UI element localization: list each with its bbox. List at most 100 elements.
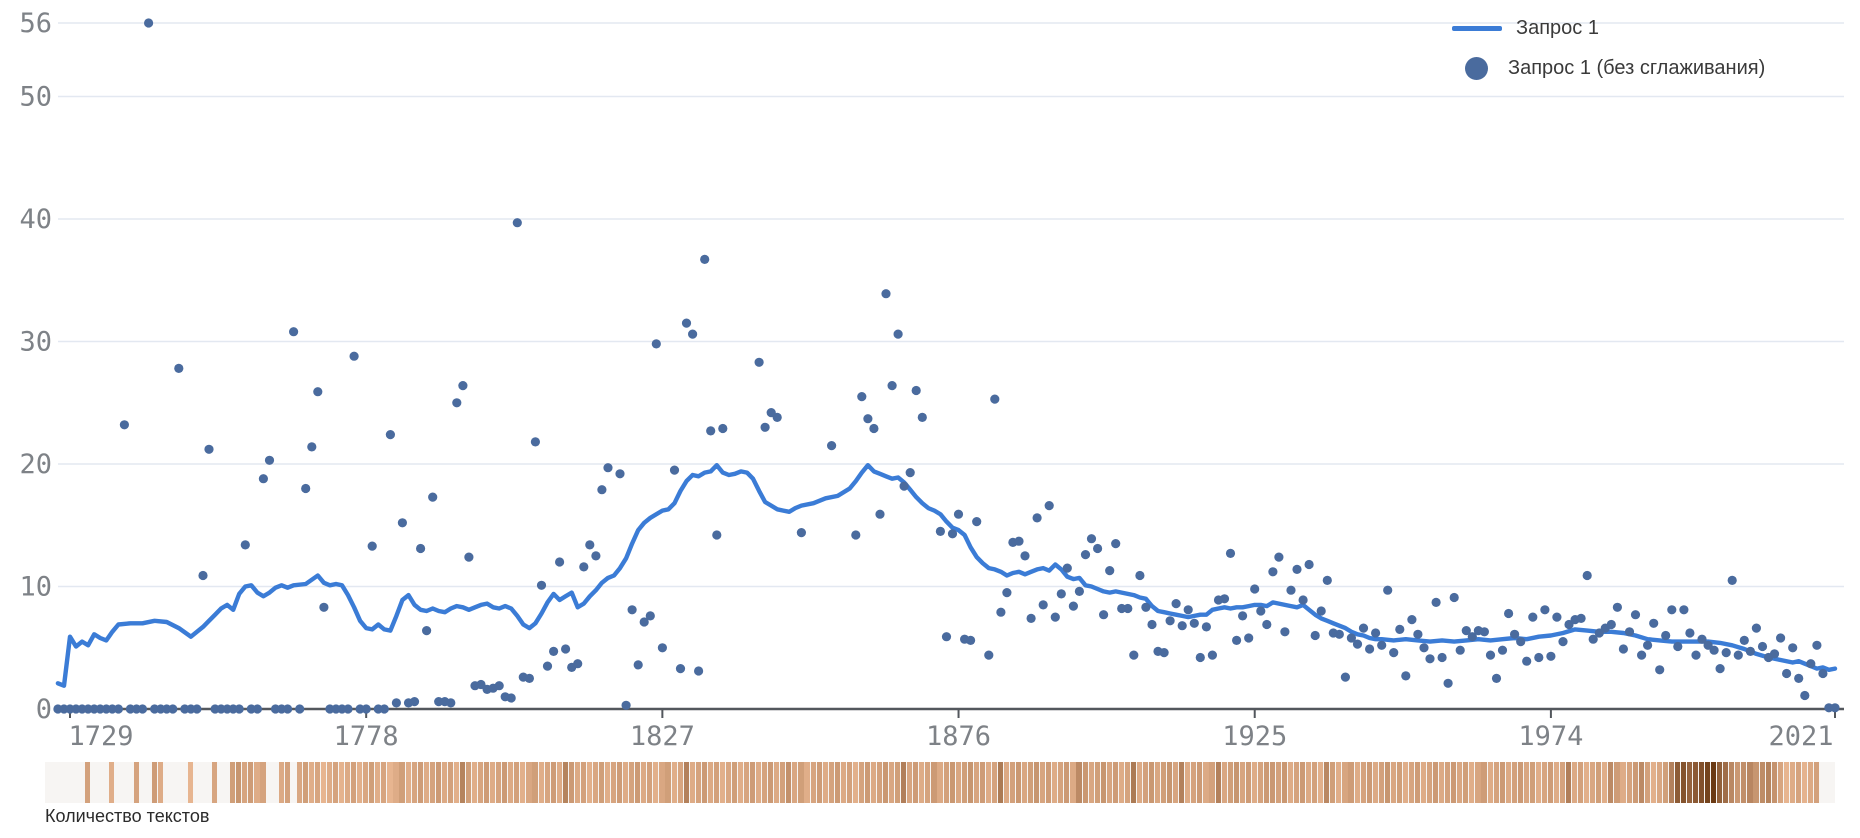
raw-data-point[interactable] <box>984 650 994 660</box>
raw-data-point[interactable] <box>1812 640 1822 650</box>
raw-data-point[interactable] <box>1111 539 1121 549</box>
raw-data-point[interactable] <box>1437 652 1447 663</box>
raw-data-point[interactable] <box>1546 651 1556 661</box>
raw-data-point[interactable] <box>1286 585 1296 595</box>
raw-data-point[interactable] <box>1141 602 1151 612</box>
raw-data-point[interactable] <box>1806 659 1816 669</box>
raw-data-point[interactable] <box>1612 602 1622 612</box>
raw-data-point[interactable] <box>452 398 462 408</box>
raw-data-point[interactable] <box>1383 585 1393 595</box>
raw-data-point[interactable] <box>1389 648 1399 658</box>
raw-data-point[interactable] <box>1195 652 1205 663</box>
raw-data-point[interactable] <box>1510 629 1520 639</box>
raw-data-point[interactable] <box>1788 643 1798 653</box>
raw-data-point[interactable] <box>639 617 649 627</box>
raw-data-point[interactable] <box>458 381 468 391</box>
raw-data-point[interactable] <box>379 704 389 714</box>
raw-data-point[interactable] <box>1062 563 1072 573</box>
raw-data-point[interactable] <box>1534 652 1544 663</box>
raw-data-point[interactable] <box>621 700 631 710</box>
raw-data-point[interactable] <box>1769 649 1780 659</box>
raw-data-point[interactable] <box>1371 628 1381 638</box>
raw-data-point[interactable] <box>953 509 964 519</box>
raw-data-point[interactable] <box>1455 645 1465 655</box>
raw-data-point[interactable] <box>1491 673 1502 684</box>
raw-data-point[interactable] <box>258 474 268 484</box>
raw-data-point[interactable] <box>1189 618 1199 628</box>
raw-data-point[interactable] <box>1099 610 1109 620</box>
texts-count-heatstrip[interactable] <box>45 762 1835 803</box>
raw-data-point[interactable] <box>1316 606 1326 616</box>
raw-data-point[interactable] <box>1449 592 1459 603</box>
raw-data-point[interactable] <box>1576 613 1586 624</box>
raw-data-point[interactable] <box>349 351 359 361</box>
raw-data-point[interactable] <box>1413 629 1423 639</box>
raw-data-point[interactable] <box>536 580 547 590</box>
raw-data-point[interactable] <box>1733 650 1743 660</box>
raw-data-point[interactable] <box>319 602 329 612</box>
raw-data-point[interactable] <box>1292 564 1302 575</box>
raw-data-point[interactable] <box>137 704 148 714</box>
raw-data-point[interactable] <box>1419 643 1429 653</box>
raw-data-point[interactable] <box>367 541 377 551</box>
raw-data-point[interactable] <box>591 551 601 561</box>
raw-data-point[interactable] <box>252 704 262 714</box>
raw-data-point[interactable] <box>391 698 401 708</box>
raw-data-point[interactable] <box>1274 552 1284 562</box>
raw-data-point[interactable] <box>1032 513 1042 523</box>
raw-data-point[interactable] <box>905 468 915 478</box>
raw-data-point[interactable] <box>972 517 982 527</box>
raw-data-point[interactable] <box>718 423 728 434</box>
raw-data-point[interactable] <box>204 444 214 454</box>
raw-data-point[interactable] <box>295 704 305 714</box>
raw-data-point[interactable] <box>1685 628 1695 638</box>
raw-data-point[interactable] <box>754 357 764 367</box>
raw-data-point[interactable] <box>198 570 208 581</box>
raw-data-point[interactable] <box>1334 629 1344 639</box>
raw-data-point[interactable] <box>1425 654 1435 664</box>
raw-data-point[interactable] <box>1727 575 1737 586</box>
raw-data-point[interactable] <box>1431 597 1441 608</box>
query1-line[interactable] <box>55 463 1838 688</box>
raw-data-point[interactable] <box>917 412 927 422</box>
raw-data-point[interactable] <box>1123 603 1133 614</box>
raw-data-point[interactable] <box>881 289 891 299</box>
raw-data-point[interactable] <box>712 530 722 540</box>
raw-data-point[interactable] <box>1407 615 1417 625</box>
raw-data-point[interactable] <box>1232 635 1242 646</box>
raw-data-point[interactable] <box>1219 594 1230 604</box>
raw-data-point[interactable] <box>1068 601 1078 611</box>
raw-data-point[interactable] <box>941 632 952 642</box>
raw-data-point[interactable] <box>1745 646 1755 657</box>
raw-data-point[interactable] <box>1171 599 1181 609</box>
raw-data-point[interactable] <box>990 394 1000 404</box>
raw-data-point[interactable] <box>681 318 692 328</box>
raw-data-point[interactable] <box>585 540 595 550</box>
raw-data-point[interactable] <box>887 381 897 391</box>
raw-data-point[interactable] <box>1467 632 1477 642</box>
raw-data-point[interactable] <box>597 485 607 495</box>
raw-data-point[interactable] <box>1479 627 1489 637</box>
raw-data-point[interactable] <box>1485 650 1496 660</box>
raw-data-point[interactable] <box>700 254 710 264</box>
raw-data-point[interactable] <box>1056 589 1066 599</box>
raw-data-point[interactable] <box>645 611 655 621</box>
raw-data-point[interactable] <box>1558 637 1568 647</box>
raw-data-point[interactable] <box>1268 567 1278 577</box>
raw-data-point[interactable] <box>1044 501 1054 511</box>
raw-data-point[interactable] <box>1250 584 1260 594</box>
raw-data-point[interactable] <box>633 660 643 670</box>
raw-data-point[interactable] <box>1606 619 1616 630</box>
raw-data-point[interactable] <box>1715 664 1725 674</box>
raw-data-point[interactable] <box>301 483 311 494</box>
raw-data-point[interactable] <box>1528 612 1538 622</box>
raw-data-point[interactable] <box>1552 612 1562 622</box>
raw-data-point[interactable] <box>706 426 716 436</box>
raw-data-point[interactable] <box>1649 618 1659 628</box>
raw-data-point[interactable] <box>1377 640 1387 650</box>
raw-data-point[interactable] <box>1751 623 1761 633</box>
raw-data-point[interactable] <box>1522 656 1532 666</box>
raw-data-point[interactable] <box>1086 534 1097 544</box>
raw-data-point[interactable] <box>530 437 541 447</box>
raw-data-point[interactable] <box>307 442 317 452</box>
